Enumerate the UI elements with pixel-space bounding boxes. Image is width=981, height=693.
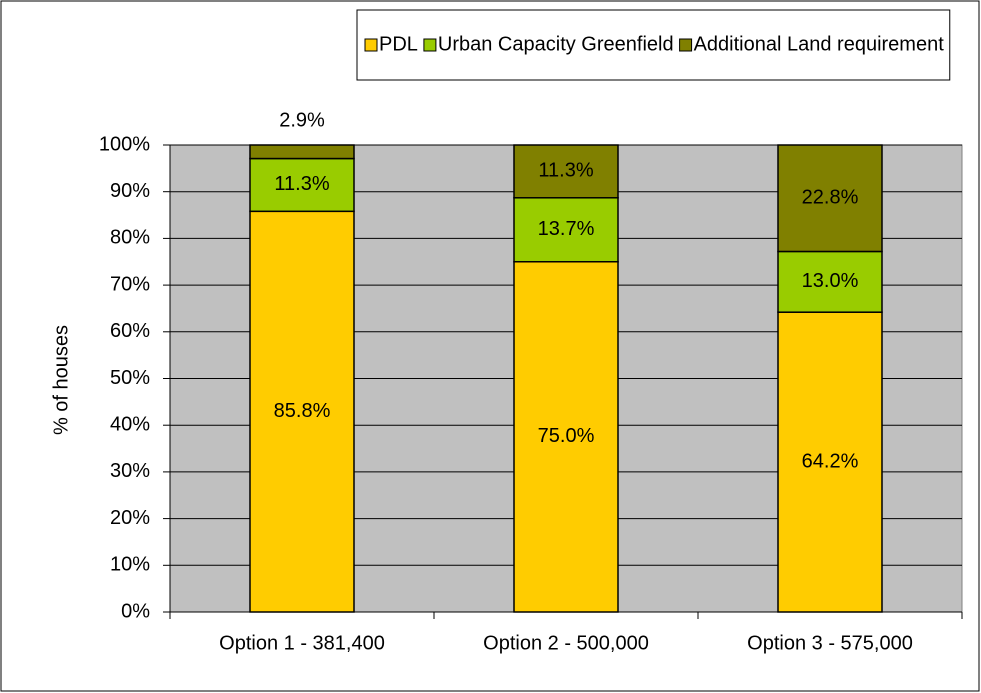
data-label: 11.3% <box>538 160 593 182</box>
x-tick-label: Option 2 - 500,000 <box>483 632 649 654</box>
y-tick-label: 50% <box>110 367 150 389</box>
y-tick-label: 30% <box>110 460 150 482</box>
data-label: 64.2% <box>802 450 859 472</box>
bar-segment <box>777 250 883 313</box>
bar-segment <box>513 261 619 613</box>
bar-segment <box>513 197 619 263</box>
y-tick-label: 60% <box>110 320 150 342</box>
data-label: 85.8% <box>274 400 331 422</box>
legend-label: PDL <box>379 33 418 55</box>
y-tick-label: 80% <box>110 227 150 249</box>
legend-label: Additional Land requirement <box>694 33 945 55</box>
bar-segment <box>777 311 883 613</box>
data-label: 75.0% <box>538 425 595 447</box>
x-tick-label: Option 3 - 575,000 <box>747 632 913 654</box>
y-tick-label: 0% <box>121 600 150 622</box>
bar-segment <box>249 210 355 613</box>
legend-swatch <box>679 38 693 52</box>
data-label: 13.0% <box>802 270 859 292</box>
legend-box <box>356 9 951 81</box>
y-tick-label: 10% <box>110 554 150 576</box>
data-label: 11.3% <box>274 173 329 195</box>
y-tick-label: 20% <box>110 507 150 529</box>
data-label: 22.8% <box>802 187 859 209</box>
data-label: 13.7% <box>538 218 595 240</box>
data-label: 2.9% <box>279 109 325 131</box>
bar-segment <box>513 144 619 199</box>
legend-label: Urban Capacity Greenfield <box>438 33 674 55</box>
x-tick-label: Option 1 - 381,400 <box>219 632 385 654</box>
y-tick-label: 70% <box>110 273 150 295</box>
y-tick-label: 100% <box>99 133 150 155</box>
y-tick-label: 40% <box>110 413 150 435</box>
bar-segment <box>249 144 355 160</box>
y-tick-label: 90% <box>110 180 150 202</box>
legend-swatch <box>423 38 437 52</box>
legend-swatch <box>364 38 378 52</box>
y-axis-label: % of houses <box>50 325 72 435</box>
bar-segment <box>777 144 883 253</box>
